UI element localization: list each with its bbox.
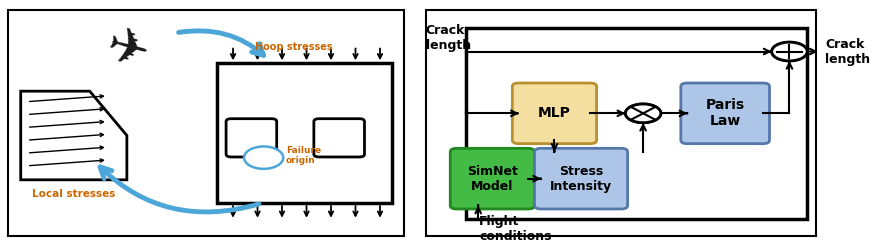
Polygon shape [21,91,126,180]
Text: Failure
origin: Failure origin [286,146,321,165]
FancyBboxPatch shape [512,83,595,144]
Circle shape [624,104,660,123]
Circle shape [771,42,806,61]
Text: MLP: MLP [538,106,570,120]
Bar [425,9,815,236]
Text: Crack
length: Crack length [425,24,470,52]
FancyBboxPatch shape [313,119,364,157]
Text: Hoop stresses: Hoop stresses [255,42,332,52]
Text: Stress
Intensity: Stress Intensity [549,165,611,193]
FancyBboxPatch shape [225,119,276,157]
Circle shape [624,104,660,123]
Text: Crack
length: Crack length [824,37,869,66]
Text: Local stresses: Local stresses [32,189,116,199]
Circle shape [244,147,283,169]
FancyBboxPatch shape [680,83,768,144]
Text: Flight
conditions: Flight conditions [479,215,551,243]
FancyBboxPatch shape [465,28,806,219]
Text: ✈: ✈ [100,23,153,80]
FancyBboxPatch shape [534,148,627,209]
Text: Paris
Law: Paris Law [705,98,744,129]
FancyBboxPatch shape [450,148,534,209]
Bar [217,63,392,203]
Text: SimNet
Model: SimNet Model [467,165,517,193]
Circle shape [771,42,806,61]
